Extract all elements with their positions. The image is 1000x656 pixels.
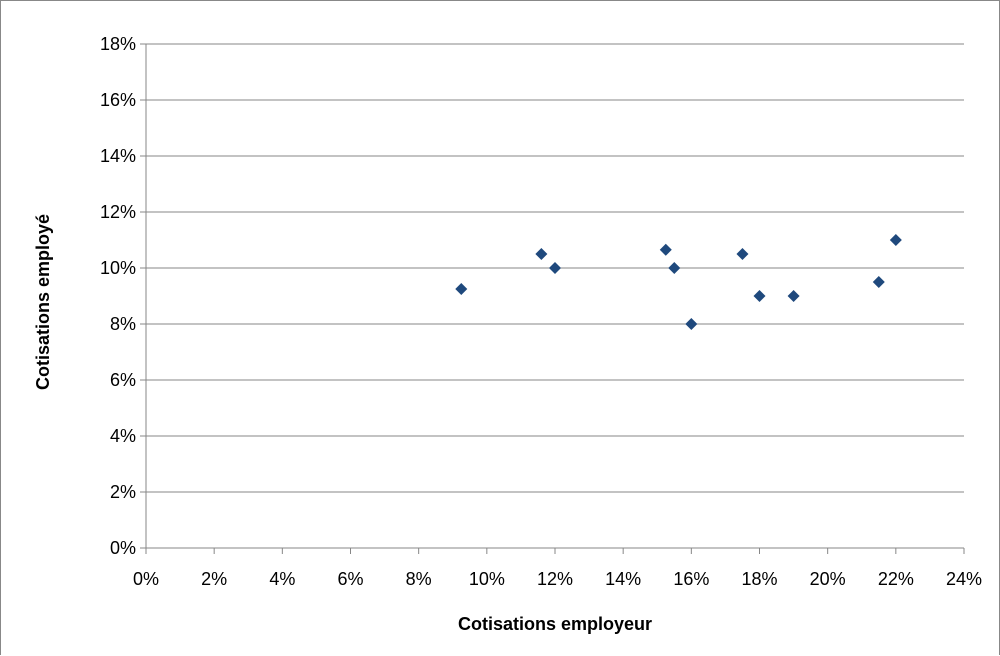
- y-tick-label: 6%: [110, 370, 136, 390]
- y-tick-label: 14%: [100, 146, 136, 166]
- x-tick-label: 20%: [810, 569, 846, 589]
- data-points: [455, 234, 902, 330]
- data-point-diamond: [889, 234, 902, 246]
- tick-marks: [140, 43, 965, 554]
- x-tick-label: 6%: [337, 569, 363, 589]
- data-point-diamond: [872, 276, 885, 288]
- x-tick-label: 4%: [269, 569, 295, 589]
- x-axis-title: Cotisations employeur: [458, 614, 652, 634]
- x-tick-label: 2%: [201, 569, 227, 589]
- data-point-diamond: [787, 290, 800, 302]
- x-tick-labels: 0% 2% 4% 6% 8% 10% 12% 14% 16% 18% 20% 22% 24%: [133, 569, 982, 589]
- x-tick-label: 22%: [878, 569, 914, 589]
- data-point-diamond: [668, 262, 681, 274]
- data-point-diamond: [535, 248, 548, 260]
- x-tick-label: 14%: [605, 569, 641, 589]
- data-point-diamond: [685, 318, 698, 330]
- data-point-diamond: [549, 262, 561, 274]
- y-tick-label: 16%: [100, 90, 136, 110]
- x-tick-label: 10%: [469, 569, 505, 589]
- x-tick-label: 12%: [537, 569, 573, 589]
- data-point-diamond: [659, 243, 672, 256]
- y-tick-label: 8%: [110, 314, 136, 334]
- y-tick-label: 12%: [100, 202, 136, 222]
- y-tick-label: 18%: [100, 34, 136, 54]
- axes: [145, 44, 964, 549]
- y-axis-title: Cotisations employé: [33, 214, 53, 390]
- x-tick-label: 0%: [133, 569, 159, 589]
- data-point-diamond: [736, 248, 749, 260]
- y-tick-label: 10%: [100, 258, 136, 278]
- x-tick-label: 16%: [673, 569, 709, 589]
- x-tick-label: 8%: [406, 569, 432, 589]
- y-tick-label: 0%: [110, 538, 136, 558]
- y-tick-label: 2%: [110, 482, 136, 502]
- x-tick-label: 24%: [946, 569, 982, 589]
- x-tick-label: 18%: [741, 569, 777, 589]
- y-tick-label: 4%: [110, 426, 136, 446]
- y-tick-labels: 0% 2% 4% 6% 8% 10% 12% 14% 16% 18%: [100, 34, 136, 558]
- data-point-diamond: [753, 290, 766, 302]
- data-point-diamond: [455, 283, 468, 295]
